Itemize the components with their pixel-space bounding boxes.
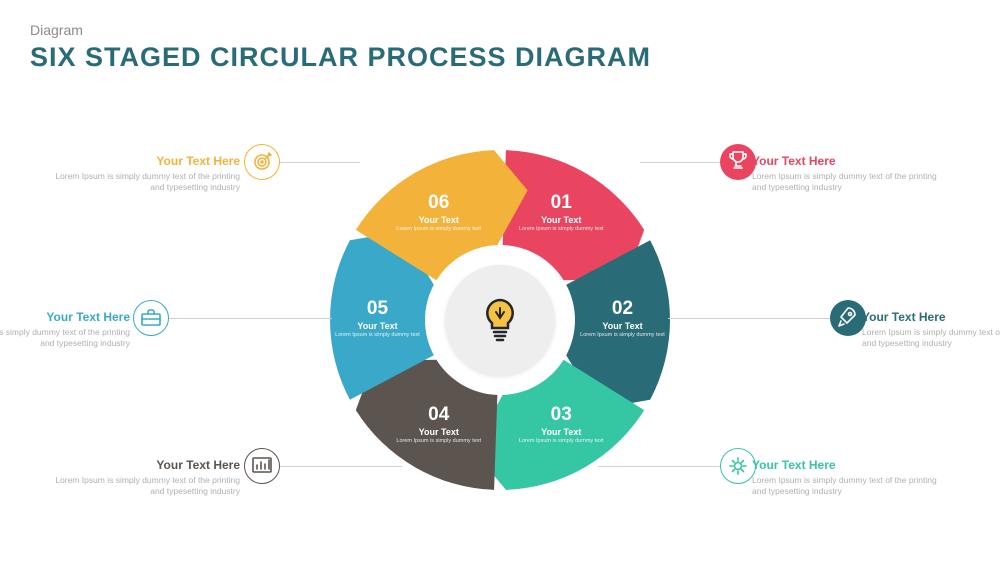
segment-number: 01	[516, 192, 606, 214]
segment-desc: Lorem Ipsum is simply dummy text	[516, 226, 606, 232]
segment-label-05: 05Your TextLorem Ipsum is simply dummy t…	[333, 298, 423, 338]
segment-desc: Lorem Ipsum is simply dummy text	[333, 332, 423, 338]
segment-label-04: 04Your TextLorem Ipsum is simply dummy t…	[394, 404, 484, 444]
callout-body: Lorem Ipsum is simply dummy text of the …	[40, 475, 240, 498]
page-title: SIX STAGED CIRCULAR PROCESS DIAGRAM	[30, 42, 651, 73]
segment-desc: Lorem Ipsum is simply dummy text	[394, 438, 484, 444]
page-subtitle: Diagram	[30, 22, 651, 38]
segment-number: 06	[394, 192, 484, 214]
callout-title: Your Text Here	[40, 458, 240, 472]
header: Diagram SIX STAGED CIRCULAR PROCESS DIAG…	[30, 22, 651, 73]
connector-line	[169, 318, 332, 319]
briefcase-icon	[133, 300, 169, 336]
segment-number: 02	[578, 298, 668, 320]
callout-body: Lorem Ipsum is simply dummy text of the …	[862, 327, 1000, 350]
segment-title: Your Text	[516, 215, 606, 225]
trophy-icon	[720, 144, 756, 180]
segment-title: Your Text	[333, 321, 423, 331]
callout-6: Your Text Here Lorem Ipsum is simply dumm…	[40, 154, 240, 194]
callout-4: Your Text Here Lorem Ipsum is simply dumm…	[40, 458, 240, 498]
callout-title: Your Text Here	[40, 154, 240, 168]
connector-line	[280, 162, 360, 163]
segment-desc: Lorem Ipsum is simply dummy text	[578, 332, 668, 338]
callout-2: Your Text Here Lorem Ipsum is simply dumm…	[862, 310, 1000, 350]
segment-label-06: 06Your TextLorem Ipsum is simply dummy t…	[394, 192, 484, 232]
connector-line	[668, 318, 830, 319]
segment-number: 04	[394, 404, 484, 426]
segment-number: 05	[333, 298, 423, 320]
callout-body: Lorem Ipsum is simply dummy text of the …	[40, 171, 240, 194]
callout-title: Your Text Here	[752, 154, 952, 168]
callout-3: Your Text Here Lorem Ipsum is simply dumm…	[752, 458, 952, 498]
segment-number: 03	[516, 404, 606, 426]
connector-line	[280, 466, 402, 467]
segment-title: Your Text	[394, 215, 484, 225]
segment-title: Your Text	[394, 427, 484, 437]
callout-title: Your Text Here	[0, 310, 130, 324]
segment-desc: Lorem Ipsum is simply dummy text	[394, 226, 484, 232]
connector-line	[598, 466, 720, 467]
segment-label-01: 01Your TextLorem Ipsum is simply dummy t…	[516, 192, 606, 232]
callout-title: Your Text Here	[862, 310, 1000, 324]
segment-title: Your Text	[578, 321, 668, 331]
callout-body: Lorem Ipsum is simply dummy text of the …	[752, 475, 952, 498]
segment-desc: Lorem Ipsum is simply dummy text	[516, 438, 606, 444]
callout-body: Lorem Ipsum is simply dummy text of the …	[0, 327, 130, 350]
callout-5: Your Text Here Lorem Ipsum is simply dumm…	[0, 310, 130, 350]
rocket-icon	[830, 300, 866, 336]
callout-title: Your Text Here	[752, 458, 952, 472]
callout-body: Lorem Ipsum is simply dummy text of the …	[752, 171, 952, 194]
target-icon	[244, 144, 280, 180]
segment-title: Your Text	[516, 427, 606, 437]
callout-1: Your Text Here Lorem Ipsum is simply dumm…	[752, 154, 952, 194]
lightbulb-icon	[474, 294, 526, 346]
chart-icon	[244, 448, 280, 484]
segment-label-03: 03Your TextLorem Ipsum is simply dummy t…	[516, 404, 606, 444]
segment-label-02: 02Your TextLorem Ipsum is simply dummy t…	[578, 298, 668, 338]
connector-line	[640, 162, 720, 163]
center-circle	[445, 265, 555, 375]
gear-icon	[720, 448, 756, 484]
